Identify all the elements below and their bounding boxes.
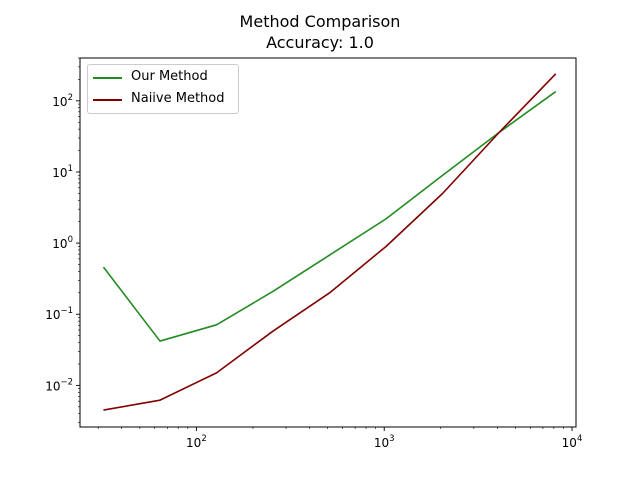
plot-area: [80, 58, 576, 427]
y-tick-label: 100: [52, 235, 73, 251]
y-tick-label: 10−2: [45, 377, 73, 393]
series-layer: [102, 73, 557, 411]
series-line-0: [102, 90, 557, 342]
legend-item-our-method: Our Method: [88, 67, 238, 87]
x-tick-label: 102: [186, 434, 207, 450]
tick-layer: 102 103 104 10−2 10−1 100 101 102: [45, 57, 583, 450]
y-tick-label: 10−1: [45, 306, 73, 322]
legend: Our Method Naiive Method: [87, 64, 239, 114]
y-tick-label: 102: [52, 93, 73, 109]
legend-label-our-method: Our Method: [131, 69, 208, 84]
legend-swatch-naiive-method: [93, 99, 122, 101]
x-tick-label: 103: [374, 434, 395, 450]
legend-item-naiive-method: Naiive Method: [88, 89, 238, 109]
chart-title: Method Comparison: [239, 12, 401, 31]
legend-label-naiive-method: Naiive Method: [131, 91, 225, 106]
legend-swatch-our-method: [93, 77, 122, 79]
chart-subtitle: Accuracy: 1.0: [266, 33, 374, 52]
x-tick-label: 104: [562, 434, 583, 450]
y-tick-label: 101: [52, 164, 73, 180]
plot-frame: [79, 57, 577, 428]
series-line-1: [103, 73, 557, 411]
